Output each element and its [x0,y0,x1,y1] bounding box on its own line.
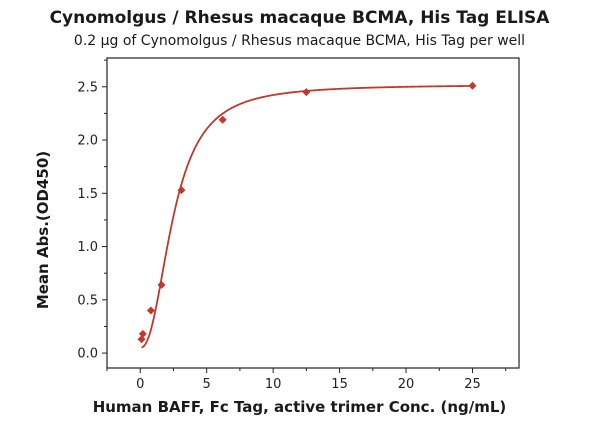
y-tick-label: 0.5 [77,293,98,308]
data-point [138,329,147,338]
chart-subtitle: 0.2 μg of Cynomolgus / Rhesus macaque BC… [73,33,526,49]
data-point [157,280,166,289]
x-tick-label: 20 [398,377,415,392]
y-tick-label: 0.0 [77,347,98,362]
data-point [218,115,227,124]
y-tick-label: 1.5 [77,187,98,202]
x-tick-label: 5 [203,377,211,392]
fit-curve [141,85,473,349]
y-axis-title: Mean Abs.(OD450) [34,150,52,310]
data-point [302,88,311,97]
plot-frame [106,57,520,369]
chart-title: Cynomolgus / Rhesus macaque BCMA, His Ta… [49,8,550,28]
data-point [177,186,186,195]
x-tick-label: 15 [331,377,348,392]
y-tick-label: 2.0 [77,134,98,149]
x-axis-title: Human BAFF, Fc Tag, active trimer Conc. … [92,398,507,416]
y-tick-label: 1.0 [77,240,98,255]
data-point [146,306,155,315]
x-tick-label: 25 [464,377,481,392]
x-tick-label: 0 [136,377,144,392]
data-point [468,81,477,90]
y-tick-label: 2.5 [77,80,98,95]
x-tick-label: 10 [265,377,282,392]
